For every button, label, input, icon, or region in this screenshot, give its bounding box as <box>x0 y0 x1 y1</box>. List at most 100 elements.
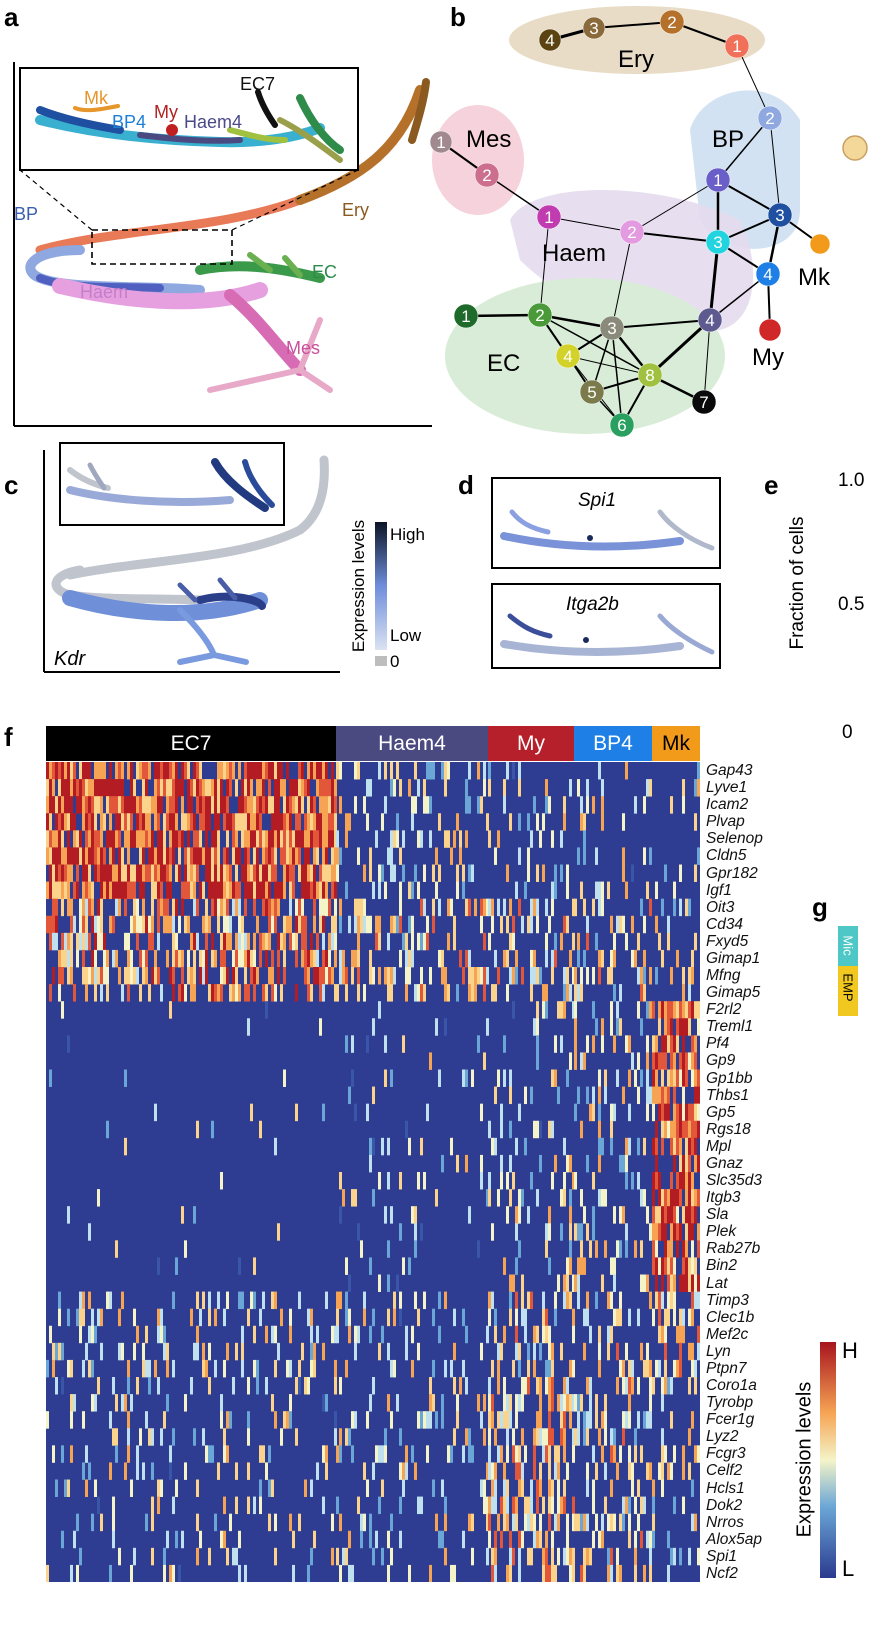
network-node-ery3 <box>582 16 606 40</box>
network-node-ec1 <box>453 303 479 329</box>
heatmap-gene-label: Dok2 <box>706 1496 743 1514</box>
panel-c-colorbar-zero: 0 <box>390 652 400 671</box>
network-node-label-haem1: 1 <box>544 208 553 227</box>
network-node-label-haem4: 4 <box>705 311 714 330</box>
heatmap-gene-label: Ptpn7 <box>706 1359 747 1377</box>
network-node-label-ec1: 1 <box>461 307 470 326</box>
heatmap-gene-label: Tyrobp <box>706 1394 754 1412</box>
heatmap-gene-label: Gimap5 <box>706 984 761 1002</box>
heatmap-gene-label: Gimap1 <box>706 949 761 967</box>
heatmap-gene-label: Hcls1 <box>706 1479 745 1497</box>
panel-b-group-ec: EC <box>487 350 521 377</box>
heatmap-gene-label: Lat <box>706 1274 728 1292</box>
heatmap-gene-label: Lyn <box>706 1342 731 1360</box>
panel-a-embedding <box>13 62 432 427</box>
network-node-label-ery1: 1 <box>732 37 741 56</box>
panel-c-colorbar-low: Low <box>390 626 422 645</box>
network-node-label-bp1: 1 <box>713 171 722 190</box>
heatmap-gene-label: Rgs18 <box>706 1120 751 1138</box>
panel-g-chip-mic: Mic <box>838 926 858 966</box>
heatmap-group-ec7: EC7 <box>46 726 336 761</box>
network-node-haem1 <box>536 204 562 230</box>
heatmap-gene-label: Timp3 <box>706 1291 749 1309</box>
heatmap-gene-label: F2rl2 <box>706 1001 742 1019</box>
network-node-haem2 <box>619 219 645 245</box>
heatmap-gene-label: Selenop <box>706 830 763 848</box>
heatmap-gene-label: Plek <box>706 1223 737 1241</box>
heatmap-gene-label: Cd34 <box>706 915 744 933</box>
heatmap-gene-label: Thbs1 <box>706 1086 750 1104</box>
network-node-label-ec6: 6 <box>617 416 626 435</box>
panel-d-embeddings <box>491 477 721 669</box>
network-node-bp2 <box>757 105 783 131</box>
panel-b-group-mk: Mk <box>798 264 830 291</box>
network-node-label-ec2: 2 <box>535 306 544 325</box>
heatmap-gene-label: Slc35d3 <box>706 1172 763 1189</box>
heatmap-colorbar <box>820 1342 836 1578</box>
heatmap-gene-label: Itgb3 <box>706 1189 741 1207</box>
heatmap-gene-label: Lyve1 <box>706 779 748 797</box>
network-node-label-bp2: 2 <box>765 109 774 128</box>
network-node-my <box>758 318 782 342</box>
network-node-label-mes2: 2 <box>482 166 491 185</box>
panel-a-label-mk: Mk <box>84 88 108 108</box>
panel-c-embedding <box>43 442 387 673</box>
network-node-label-bp4: 4 <box>763 265 772 284</box>
heatmap-gene-label: Celf2 <box>706 1462 743 1480</box>
panel-a-label-ec: EC <box>312 262 338 282</box>
heatmap-gene-label: Mfng <box>706 967 741 984</box>
network-node-mk <box>809 233 831 255</box>
panel-letter-c: c <box>4 470 19 500</box>
network-node-label-ery3: 3 <box>589 19 598 38</box>
heatmap-group-my: My <box>488 726 574 761</box>
heatmap-group-haem4: Haem4 <box>336 726 488 761</box>
panel-d-gene-spi1: Spi1 <box>578 490 617 511</box>
panel-c-colorbar-title: Expression levels <box>349 519 368 653</box>
network-node-label-ery4: 4 <box>545 31 554 50</box>
network-node-haem4 <box>697 307 723 333</box>
panel-a-label-bp4: BP4 <box>112 112 147 132</box>
network-node-bp1 <box>705 167 731 193</box>
panel-b-group-ery: Ery <box>618 46 654 73</box>
heatmap-gene-label: Gap43 <box>706 762 753 779</box>
panel-e-tick-0: 0 <box>842 722 853 743</box>
heatmap-gene-label: Nrros <box>706 1513 744 1531</box>
panel-e-yaxis-label: Fraction of cells <box>787 516 808 650</box>
heatmap-gene-label: Igf1 <box>706 881 732 899</box>
heatmap-gene-label: Mpl <box>706 1137 731 1155</box>
heatmap-gene-label: Treml1 <box>706 1018 754 1036</box>
network-node-label-haem2: 2 <box>627 223 636 242</box>
heatmap-gene-label: Cldn5 <box>706 847 747 865</box>
panel-a-label-bp: BP <box>14 204 39 224</box>
panel-a-label-ec7: EC7 <box>240 74 276 94</box>
network-node-ec3 <box>599 315 625 341</box>
expression-heatmap <box>46 762 700 1582</box>
panel-b-group-haem: Haem <box>542 240 607 267</box>
heatmap-gene-label: Clec1b <box>706 1308 755 1326</box>
panel-letter-d: d <box>458 470 474 500</box>
heatmap-gene-label: Gnaz <box>706 1154 744 1172</box>
panel-b-group-my: My <box>752 344 784 371</box>
panel-b-group-bp: BP <box>712 126 745 153</box>
panel-e-tick-05: 0.5 <box>838 594 865 615</box>
panel-e-tick-1: 1.0 <box>838 470 865 491</box>
network-node-label-ec3: 3 <box>607 319 616 338</box>
panel-a-label-haem: Haem <box>80 282 129 302</box>
panel-c-colorbar-high: High <box>390 525 425 544</box>
panel-g-chip-emp: EMP <box>838 966 858 1016</box>
heatmap-gene-label: Rab27b <box>706 1240 761 1258</box>
network-node-ec4 <box>555 343 581 369</box>
heatmap-gene-label: Gpr182 <box>706 864 758 882</box>
network-node-label-ec4: 4 <box>563 347 572 366</box>
panel-a-label-ery: Ery <box>342 200 369 220</box>
panel-a-label-mes: Mes <box>286 338 321 358</box>
heatmap-gene-label: Fcgr3 <box>706 1445 746 1463</box>
panel-c-gene-label: Kdr <box>54 648 86 670</box>
network-node-ec8 <box>637 362 663 388</box>
heatmap-gene-label: Sla <box>706 1206 729 1224</box>
heatmap-gene-label: Spi1 <box>706 1547 738 1565</box>
heatmap-gene-label: Plvap <box>706 813 745 831</box>
heatmap-gene-label: Bin2 <box>706 1257 738 1275</box>
panel-letter-b: b <box>450 2 466 32</box>
